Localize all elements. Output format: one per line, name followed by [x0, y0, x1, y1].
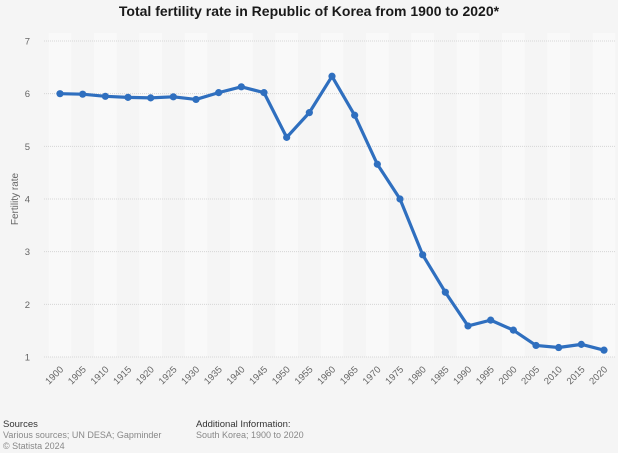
data-point[interactable] — [101, 92, 109, 100]
additional-info-text: South Korea; 1900 to 2020 — [196, 430, 304, 440]
data-point[interactable] — [373, 160, 381, 168]
x-tick-label: 1910 — [89, 364, 112, 387]
column-band — [94, 33, 117, 357]
x-tick-label: 1915 — [111, 364, 134, 387]
x-axis-ticks: 1900 1905 1910 1915 1920 1925 1930 1935 1940 1945… — [43, 364, 610, 387]
x-tick-label: 1990 — [451, 364, 474, 387]
column-band — [411, 33, 434, 357]
data-point[interactable] — [283, 133, 291, 141]
y-tick-label: 3 — [25, 247, 30, 258]
x-tick-label: 1955 — [293, 364, 316, 387]
x-tick-label: 1925 — [157, 364, 180, 387]
column-band — [184, 33, 208, 357]
data-point[interactable] — [147, 94, 155, 102]
data-point[interactable] — [555, 343, 563, 352]
data-point[interactable] — [577, 340, 585, 348]
y-tick-label: 4 — [25, 195, 30, 206]
y-axis-label: Fertility rate — [10, 172, 21, 225]
x-tick-label: 1940 — [225, 364, 248, 387]
y-tick-label: 7 — [25, 37, 30, 48]
column-band — [275, 33, 298, 357]
x-tick-label: 2020 — [587, 364, 610, 387]
x-tick-label: 1960 — [315, 364, 338, 387]
y-tick-label: 1 — [25, 353, 30, 364]
column-band — [547, 33, 570, 357]
data-point[interactable] — [441, 288, 449, 296]
y-axis-ticks: 1 2 3 4 5 6 7 — [25, 37, 30, 364]
x-tick-label: 1965 — [338, 364, 361, 387]
data-point[interactable] — [124, 93, 132, 101]
data-point[interactable] — [169, 93, 177, 101]
chart-title: Total fertility rate in Republic of Kore… — [118, 3, 500, 19]
column-band — [592, 33, 616, 357]
column-band — [48, 33, 72, 357]
series-fertility-rate — [56, 72, 608, 354]
x-tick-label: 2000 — [497, 364, 520, 387]
data-point[interactable] — [396, 195, 404, 203]
x-tick-label: 1950 — [270, 364, 293, 387]
data-point[interactable] — [351, 111, 359, 119]
x-tick-label: 1905 — [66, 364, 89, 387]
x-tick-label: 2010 — [542, 364, 565, 387]
sources-block: Sources Various sources; UN DESA; Gapmin… — [3, 419, 161, 452]
x-tick-label: 1930 — [179, 364, 202, 387]
column-band — [320, 33, 344, 357]
data-point[interactable] — [600, 346, 608, 354]
x-tick-label: 1985 — [429, 364, 452, 387]
data-point[interactable] — [237, 83, 245, 91]
data-point[interactable] — [79, 90, 87, 98]
column-band — [230, 33, 253, 357]
data-point[interactable] — [215, 89, 223, 97]
x-tick-label: 1935 — [202, 364, 225, 387]
x-tick-label: 1945 — [247, 364, 270, 387]
x-tick-label: 2005 — [519, 364, 542, 387]
sources-heading: Sources — [3, 419, 38, 430]
data-point[interactable] — [260, 89, 268, 97]
x-tick-label: 1980 — [406, 364, 429, 387]
y-tick-label: 5 — [25, 142, 30, 153]
x-tick-label: 1970 — [361, 364, 384, 387]
column-band — [502, 33, 525, 357]
sources-text: Various sources; UN DESA; Gapminder — [3, 430, 162, 440]
data-point[interactable] — [464, 322, 472, 330]
column-band — [456, 33, 480, 357]
data-point[interactable] — [487, 316, 495, 324]
column-band — [139, 33, 162, 357]
x-tick-label: 1920 — [134, 364, 157, 387]
x-tick-label: 1975 — [383, 364, 406, 387]
x-tick-label: 2015 — [565, 364, 588, 387]
data-point[interactable] — [56, 90, 64, 98]
additional-info-heading: Additional Information: — [196, 419, 291, 430]
data-point[interactable] — [532, 341, 540, 350]
data-point[interactable] — [192, 95, 200, 104]
y-tick-label: 2 — [25, 300, 30, 311]
data-point[interactable] — [328, 72, 336, 80]
x-tick-label: 1900 — [43, 364, 66, 387]
data-point[interactable] — [305, 109, 313, 117]
data-point[interactable] — [419, 251, 427, 259]
y-tick-label: 6 — [25, 89, 30, 100]
column-bands — [48, 33, 616, 357]
additional-info-block: Additional Information: South Korea; 190… — [196, 419, 304, 441]
column-band — [366, 33, 389, 357]
x-tick-label: 1995 — [474, 364, 497, 387]
data-point[interactable] — [509, 326, 517, 334]
copyright-text: © Statista 2024 — [3, 441, 65, 451]
